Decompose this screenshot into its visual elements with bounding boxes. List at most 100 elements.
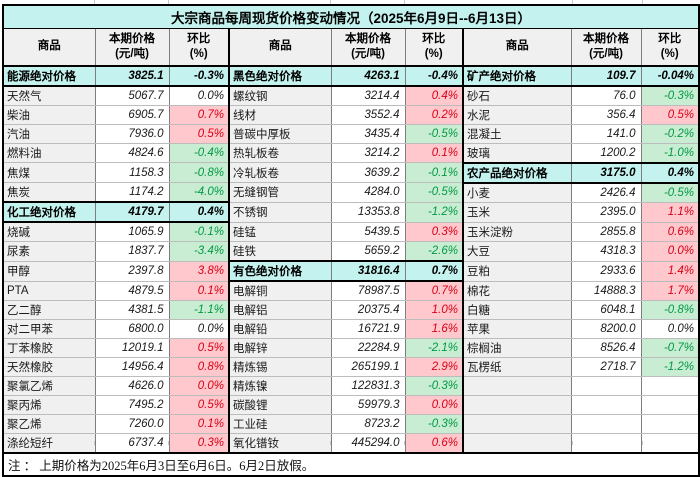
commodity-cell[interactable]: 精炼锡	[228, 357, 332, 377]
price-cell[interactable]: 2397.8	[94, 260, 170, 282]
commodity-cell[interactable]: 棕榈油	[462, 338, 572, 358]
price-cell[interactable]: 4381.5	[94, 300, 170, 320]
price-cell[interactable]: 6048.1	[570, 300, 642, 320]
price-cell[interactable]: 356.4	[570, 104, 642, 125]
change-cell[interactable]: -0.5%	[404, 182, 464, 203]
commodity-cell[interactable]: 碳酸锂	[228, 395, 332, 415]
change-cell[interactable]: 0.5%	[168, 395, 230, 415]
change-cell[interactable]: 0.3%	[168, 433, 230, 454]
price-cell[interactable]: 16721.9	[330, 319, 406, 339]
price-cell[interactable]: 6905.7	[94, 104, 170, 125]
commodity-cell[interactable]: 无缝钢管	[228, 182, 332, 203]
price-cell[interactable]: 5067.7	[94, 85, 170, 106]
price-cell[interactable]: 4626.0	[94, 376, 170, 396]
commodity-cell[interactable]: 涤纶短纤	[2, 433, 96, 454]
commodity-cell[interactable]: 黑色绝对价格	[228, 64, 332, 87]
price-cell[interactable]: 3214.2	[330, 142, 406, 163]
commodity-cell[interactable]: 硅锰	[228, 221, 332, 242]
commodity-cell[interactable]: 汽油	[2, 123, 96, 144]
price-cell[interactable]: 2855.8	[570, 221, 642, 242]
change-cell[interactable]: 0.7%	[404, 280, 464, 301]
commodity-cell[interactable]: 精炼镍	[228, 376, 332, 396]
change-cell[interactable]: -0.3%	[640, 85, 700, 106]
column-header-price[interactable]: 本期价格 (元/吨)	[94, 28, 170, 66]
price-cell[interactable]: 8200.0	[570, 319, 642, 339]
price-cell[interactable]: 3175.0	[570, 161, 642, 184]
change-cell[interactable]: 1.6%	[404, 319, 464, 339]
price-cell[interactable]: 22284.9	[330, 338, 406, 358]
commodity-cell[interactable]: 大豆	[462, 241, 572, 262]
price-cell[interactable]: 4179.7	[94, 201, 170, 223]
price-cell[interactable]: 3214.4	[330, 85, 406, 106]
change-cell[interactable]: -0.8%	[168, 162, 230, 183]
price-cell[interactable]: 13353.8	[330, 201, 406, 223]
commodity-cell[interactable]: 乙二醇	[2, 300, 96, 320]
commodity-cell[interactable]: PTA	[2, 280, 96, 301]
change-cell[interactable]: -0.1%	[404, 162, 464, 183]
commodity-cell[interactable]	[462, 376, 572, 396]
price-cell[interactable]: 20375.4	[330, 300, 406, 320]
change-cell[interactable]: 0.5%	[168, 123, 230, 144]
change-cell[interactable]: 0.6%	[404, 433, 464, 454]
change-cell[interactable]: -0.8%	[640, 300, 700, 320]
price-cell[interactable]: 76.0	[570, 85, 642, 106]
change-cell[interactable]: 0.8%	[168, 357, 230, 377]
price-cell[interactable]: 122831.3	[330, 376, 406, 396]
commodity-cell[interactable]: 豆粕	[462, 260, 572, 282]
price-cell[interactable]	[570, 433, 642, 454]
change-cell[interactable]: 0.6%	[640, 221, 700, 242]
column-header-commodity[interactable]: 商品	[462, 28, 572, 66]
change-cell[interactable]: -0.4%	[168, 142, 230, 163]
commodity-cell[interactable]: 冷轧板卷	[228, 162, 332, 183]
change-cell[interactable]: 0.7%	[404, 260, 464, 282]
commodity-cell[interactable]: 丁苯橡胶	[2, 338, 96, 358]
commodity-cell[interactable]: 天然橡胶	[2, 357, 96, 377]
commodity-cell[interactable]: 小麦	[462, 182, 572, 203]
change-cell[interactable]: 0.4%	[168, 201, 230, 223]
change-cell[interactable]: 0.1%	[168, 414, 230, 434]
footnote[interactable]: 注 ： 上期价格为2025年6月3日至6月6日。6月2日放假。	[2, 452, 700, 476]
change-cell[interactable]: -4.0%	[168, 182, 230, 203]
change-cell[interactable]: -0.3%	[168, 64, 230, 87]
price-cell[interactable]: 2718.7	[570, 357, 642, 377]
commodity-cell[interactable]: 聚丙烯	[2, 395, 96, 415]
change-cell[interactable]: -0.3%	[404, 376, 464, 396]
change-cell[interactable]: 0.1%	[168, 280, 230, 301]
change-cell[interactable]: 0.7%	[168, 104, 230, 125]
commodity-cell[interactable]: 氧化镨钕	[228, 433, 332, 454]
change-cell[interactable]: 0.1%	[404, 142, 464, 163]
price-cell[interactable]	[570, 376, 642, 396]
commodity-cell[interactable]	[462, 414, 572, 434]
commodity-cell[interactable]: 混凝土	[462, 123, 572, 144]
change-cell[interactable]: 0.0%	[168, 376, 230, 396]
commodity-cell[interactable]: 尿素	[2, 241, 96, 262]
commodity-cell[interactable]: 电解铝	[228, 300, 332, 320]
commodity-cell[interactable]: 工业硅	[228, 414, 332, 434]
commodity-cell[interactable]: 白糖	[462, 300, 572, 320]
price-cell[interactable]	[570, 395, 642, 415]
commodity-cell[interactable]: 聚氯乙烯	[2, 376, 96, 396]
commodity-cell[interactable]: 烧碱	[2, 221, 96, 242]
change-cell[interactable]: 1.0%	[404, 300, 464, 320]
commodity-cell[interactable]: 电解铜	[228, 280, 332, 301]
commodity-cell[interactable]: 热轧板卷	[228, 142, 332, 163]
price-cell[interactable]: 445294.0	[330, 433, 406, 454]
price-cell[interactable]: 4318.3	[570, 241, 642, 262]
change-cell[interactable]	[640, 433, 700, 454]
commodity-cell[interactable]: 农产品绝对价格	[462, 161, 572, 184]
commodity-cell[interactable]: 矿产绝对价格	[462, 64, 572, 87]
commodity-cell[interactable]: 有色绝对价格	[228, 260, 332, 282]
change-cell[interactable]: 0.2%	[404, 104, 464, 125]
price-cell[interactable]: 3552.4	[330, 104, 406, 125]
commodity-cell[interactable]: 玻璃	[462, 142, 572, 163]
change-cell[interactable]: 0.4%	[404, 85, 464, 106]
price-cell[interactable]: 5439.5	[330, 221, 406, 242]
commodity-cell[interactable]: 苹果	[462, 319, 572, 339]
price-cell[interactable]: 7936.0	[94, 123, 170, 144]
change-cell[interactable]: 0.0%	[168, 85, 230, 106]
price-cell[interactable]: 1174.2	[94, 182, 170, 203]
change-cell[interactable]: -1.2%	[640, 357, 700, 377]
column-header-change[interactable]: 环比 (%)	[168, 28, 230, 66]
column-header-commodity[interactable]: 商品	[2, 28, 96, 66]
commodity-cell[interactable]: 线材	[228, 104, 332, 125]
